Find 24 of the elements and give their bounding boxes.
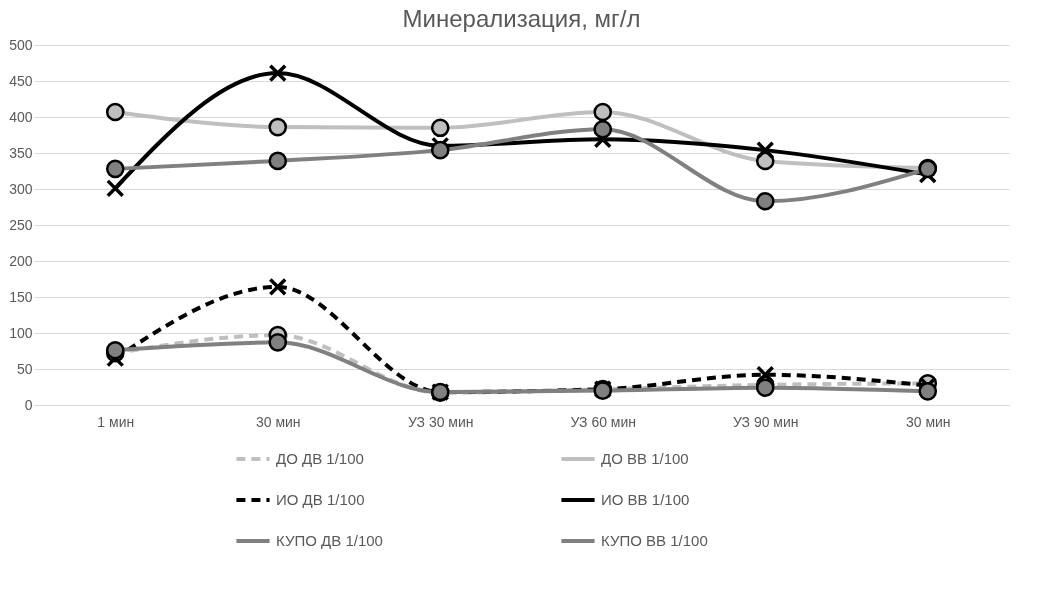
y-tick-label: 150 <box>9 288 33 305</box>
x-tick-label: 1 мин <box>97 413 135 430</box>
x-tick-label: УЗ 90 мин <box>732 413 799 430</box>
legend-label: ДО ВВ 1/100 <box>601 450 689 467</box>
chart-title: Минерализация, мг/л <box>402 5 641 32</box>
y-tick-label: 0 <box>24 396 33 413</box>
x-tick-label: 30 мин <box>905 413 951 430</box>
x-tick-label: УЗ 30 мин <box>407 413 474 430</box>
legend-label: ИО ДВ 1/100 <box>276 491 365 508</box>
y-tick-label: 350 <box>9 144 33 161</box>
y-tick-label: 300 <box>9 180 33 197</box>
legend-label: ИО ВВ 1/100 <box>601 491 690 508</box>
y-tick-label: 400 <box>9 108 33 125</box>
legend-label: КУПО ДВ 1/100 <box>276 532 383 549</box>
x-tick-label: УЗ 60 мин <box>570 413 637 430</box>
y-tick-label: 100 <box>9 324 33 341</box>
y-tick-label: 500 <box>9 36 33 53</box>
legend-label: ДО ДВ 1/100 <box>276 450 364 467</box>
y-tick-label: 250 <box>9 216 33 233</box>
y-tick-label: 50 <box>16 360 33 377</box>
x-tick-label: 30 мин <box>255 413 301 430</box>
y-tick-label: 200 <box>9 252 33 269</box>
y-tick-label: 450 <box>9 72 33 89</box>
legend-label: КУПО ВВ 1/100 <box>601 532 708 549</box>
